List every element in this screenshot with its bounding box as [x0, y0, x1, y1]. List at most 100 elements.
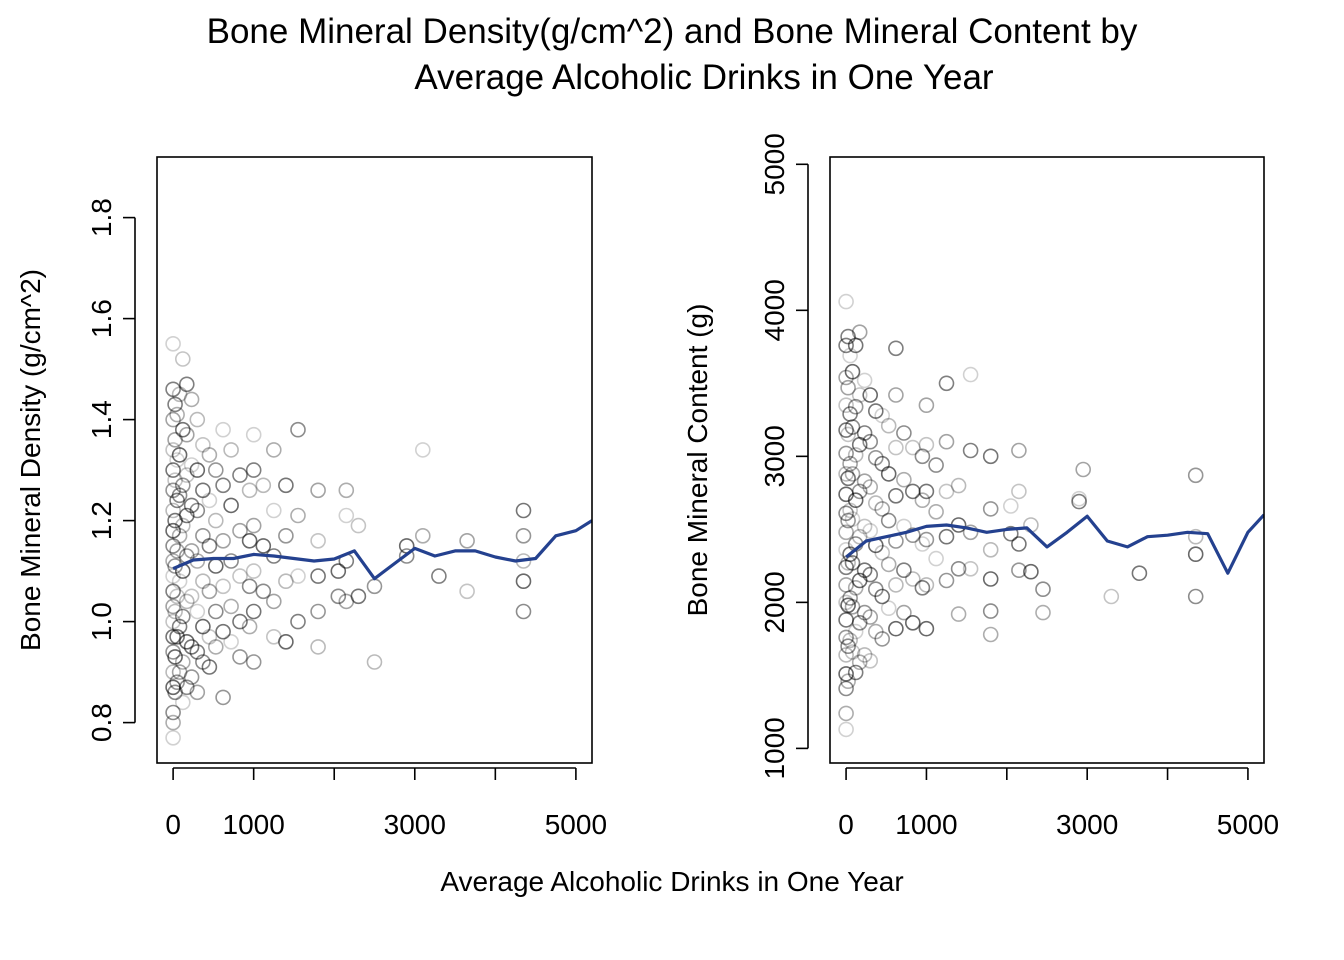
scatter-point [938, 483, 955, 500]
scatter-point [838, 505, 854, 522]
scatter-point [851, 654, 868, 671]
scatter-point [1075, 461, 1091, 478]
x-tick-label: 5000 [1217, 809, 1279, 840]
y-tick-label: 1.6 [86, 299, 117, 338]
scatter-point [201, 492, 218, 509]
scatter-point [1011, 536, 1027, 552]
scatter-point [962, 560, 979, 577]
scatter-point [982, 501, 999, 517]
scatter-point [366, 578, 383, 595]
scatter-point [350, 517, 367, 534]
scatter-point [179, 633, 195, 650]
scatter-point [918, 397, 935, 414]
scatter-point [862, 652, 879, 669]
scatter-point [914, 579, 931, 596]
y-tick-label: 1000 [759, 717, 790, 779]
scatter-point [167, 603, 183, 620]
scatter-point [232, 568, 248, 584]
scatter-point [223, 633, 239, 650]
scatter-point [904, 571, 921, 587]
plot-frame [156, 156, 593, 764]
scatter-point [179, 507, 195, 524]
scatter-point [962, 442, 979, 459]
y-tick-label: 5000 [759, 133, 790, 195]
scatter-point [414, 527, 431, 544]
scatter-point [171, 573, 188, 590]
scatter-point [183, 588, 200, 605]
scatter-point [175, 608, 191, 625]
scatter-point [918, 436, 935, 453]
scatter-point [350, 588, 367, 605]
scatter-points [838, 293, 1204, 738]
scatter-point [189, 411, 206, 428]
scatter-point [838, 337, 854, 354]
scatter-point [838, 293, 854, 310]
scatter-point [169, 492, 185, 509]
scatter-point [840, 328, 856, 345]
scatter-point [856, 425, 873, 441]
scatter-point [165, 729, 181, 746]
scatter-point [232, 649, 248, 665]
scatter-point [310, 568, 326, 584]
chart-panel-1: 0 1000 3000 5000 0.8 1.0 1.2 1.4 1.6 1.8 Bone Mine… [15, 156, 607, 840]
scatter-point [1187, 546, 1204, 563]
scatter-point [265, 502, 282, 519]
scatter-point [310, 603, 326, 620]
scatter-point [215, 532, 231, 549]
scatter-point [179, 593, 195, 610]
scatter-point [398, 548, 415, 564]
scatter-point [165, 598, 181, 615]
scatter-point [838, 577, 854, 593]
scatter-point [1002, 525, 1019, 542]
y-tick-label: 1.2 [86, 501, 117, 540]
scatter-point [874, 544, 891, 561]
scatter-point [169, 543, 185, 559]
scatter-point [241, 618, 258, 635]
scatter-point [838, 647, 854, 663]
scatter-point [867, 495, 884, 511]
scatter-point [851, 387, 868, 403]
y-tick-label: 1.8 [86, 198, 117, 237]
scatter-point [1187, 467, 1204, 484]
y-tick-label: 2000 [759, 571, 790, 633]
scatter-point [310, 532, 326, 549]
scatter-point [245, 603, 262, 620]
scatter-point [856, 604, 873, 621]
scatter-point [265, 442, 282, 458]
y-axis-label: Bone Mineral Content (g) [682, 304, 713, 617]
scatter-point [847, 579, 864, 596]
scatter-point [241, 482, 258, 499]
scatter-point [165, 411, 181, 428]
scatter-point [880, 466, 897, 482]
scatter-point [183, 639, 200, 655]
scatter-point [888, 387, 904, 403]
scatter-point [165, 522, 181, 539]
scatter-point [982, 626, 999, 643]
scatter-point [215, 477, 231, 494]
scatter-point [838, 721, 854, 738]
scatter-point [840, 638, 856, 655]
scatter-point [171, 487, 188, 504]
scatter-point [183, 497, 200, 514]
scatter-point [851, 528, 868, 545]
scatter-point [265, 593, 282, 610]
scatter-point [223, 598, 239, 615]
scatter-point [918, 483, 935, 500]
scatter-point [840, 597, 856, 614]
scatter-point [842, 455, 858, 472]
scatter-point [851, 483, 868, 500]
scatter-point [874, 407, 891, 424]
scatter-point [310, 639, 326, 655]
scatter-point [862, 566, 879, 583]
scatter-point [165, 538, 181, 554]
scatter-point [838, 422, 854, 438]
scatter-point [1187, 588, 1204, 605]
scatter-point [938, 528, 955, 545]
y-tick-label: 1.4 [86, 400, 117, 439]
scatter-point [330, 588, 347, 605]
scatter-point [844, 511, 861, 527]
scatter-point [171, 664, 188, 680]
scatter-point [195, 618, 211, 635]
scatter-point [165, 502, 181, 519]
scatter-point [245, 654, 262, 670]
